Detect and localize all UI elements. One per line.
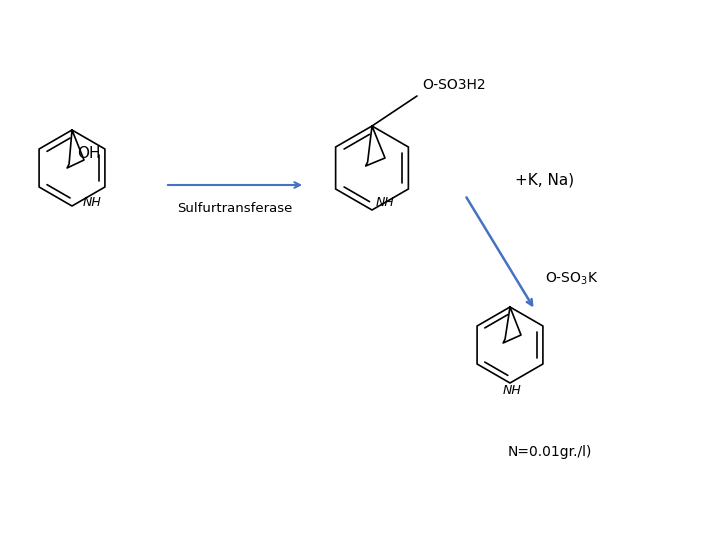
Text: NH: NH	[83, 195, 102, 208]
Text: Sulfurtransferase: Sulfurtransferase	[177, 202, 293, 215]
Text: N=0.01gr./l): N=0.01gr./l)	[508, 445, 592, 459]
Text: NH: NH	[503, 383, 521, 396]
Text: +K, Na): +K, Na)	[515, 172, 574, 187]
Text: O-SO$_3$K: O-SO$_3$K	[545, 271, 599, 287]
Text: NH: NH	[376, 195, 395, 208]
Text: OH: OH	[77, 146, 101, 161]
Text: O-SO3H2: O-SO3H2	[422, 78, 485, 92]
